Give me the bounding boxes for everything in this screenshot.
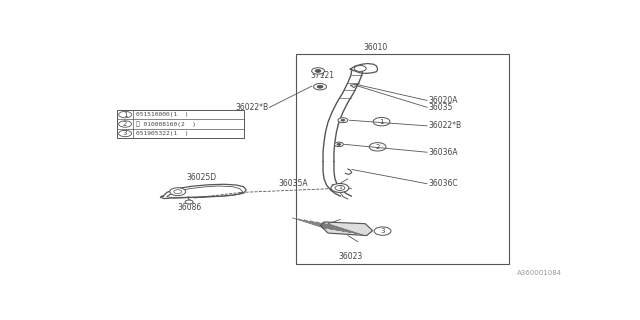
Circle shape bbox=[312, 68, 324, 74]
Circle shape bbox=[185, 200, 193, 204]
Circle shape bbox=[315, 69, 321, 72]
Circle shape bbox=[335, 186, 345, 190]
Circle shape bbox=[335, 142, 344, 147]
Polygon shape bbox=[321, 222, 372, 236]
Text: 36036A: 36036A bbox=[429, 148, 458, 157]
Text: Ⓑ 010008160(2  ): Ⓑ 010008160(2 ) bbox=[136, 121, 196, 127]
Text: 36020A: 36020A bbox=[429, 96, 458, 105]
Circle shape bbox=[337, 143, 341, 145]
Text: 051510000(1  ): 051510000(1 ) bbox=[136, 112, 189, 117]
Circle shape bbox=[170, 188, 186, 196]
Circle shape bbox=[173, 190, 182, 194]
Text: 36010: 36010 bbox=[363, 43, 387, 52]
Text: 36025D: 36025D bbox=[186, 173, 216, 182]
Bar bbox=[117, 110, 244, 138]
Text: 3: 3 bbox=[123, 131, 127, 136]
Circle shape bbox=[341, 119, 345, 121]
Text: 2: 2 bbox=[376, 144, 380, 150]
Circle shape bbox=[317, 85, 323, 88]
Circle shape bbox=[331, 184, 349, 192]
Circle shape bbox=[355, 66, 366, 71]
Text: 36036C: 36036C bbox=[429, 179, 458, 188]
Text: 37121: 37121 bbox=[310, 71, 335, 80]
Text: 36086: 36086 bbox=[177, 204, 201, 212]
Text: 36035A: 36035A bbox=[278, 179, 308, 188]
Text: 36022*B: 36022*B bbox=[236, 103, 269, 112]
Text: 2: 2 bbox=[123, 121, 127, 127]
Text: 1: 1 bbox=[123, 112, 127, 117]
Bar bbox=[296, 54, 509, 264]
Text: 36022*B: 36022*B bbox=[429, 121, 462, 130]
Text: 3: 3 bbox=[380, 228, 385, 234]
Text: 051905322(1  ): 051905322(1 ) bbox=[136, 131, 189, 136]
Text: 36023: 36023 bbox=[338, 252, 362, 260]
Text: 1: 1 bbox=[380, 119, 384, 125]
Text: 1: 1 bbox=[338, 186, 342, 190]
Text: 36035: 36035 bbox=[429, 103, 453, 112]
Circle shape bbox=[338, 118, 348, 123]
Circle shape bbox=[314, 84, 326, 90]
Text: A360001084: A360001084 bbox=[517, 270, 562, 276]
